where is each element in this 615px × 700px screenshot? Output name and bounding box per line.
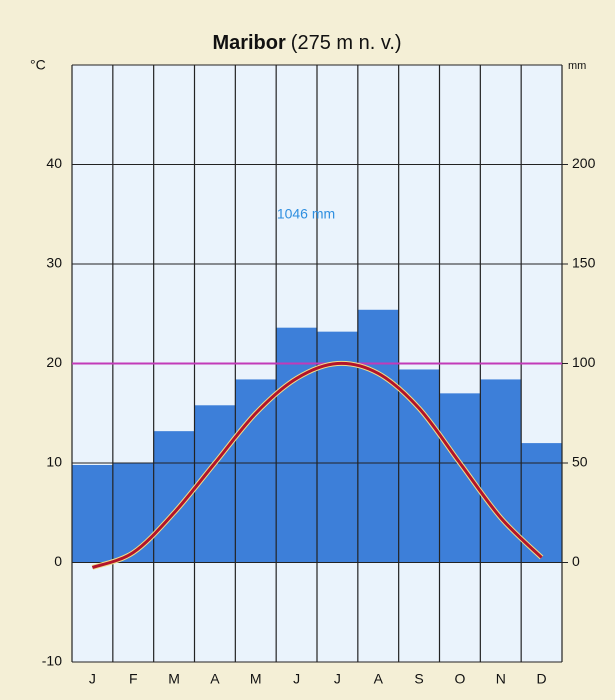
bar [317,331,358,563]
x-tick-label: A [210,671,220,687]
bar [72,464,113,563]
x-tick-label: J [334,671,341,687]
x-tick-label: S [414,671,423,687]
bar [398,369,440,563]
y2-axis-label: mm [568,60,586,72]
temperature-line [91,361,543,569]
y-tick-label: 10 [46,454,62,470]
bar [112,463,154,563]
y2-tick-label: 0 [572,553,580,569]
x-tick-label: J [89,671,96,687]
chart-title: Maribor (275 m n. v.) [212,32,401,54]
bar [357,309,399,563]
y-tick-label: 40 [46,155,62,171]
bar [276,327,317,563]
y2-tick-label: 100 [572,354,596,370]
x-tick-label: N [496,671,506,687]
bar [439,393,481,563]
x-tick-label: M [250,671,262,687]
y-tick-label: 0 [54,553,62,569]
y-tick-label: 30 [46,255,62,271]
y2-tick-label: 200 [572,155,596,171]
x-tick-label: A [374,671,384,687]
subtitle: (275 m n. v.) [291,32,402,54]
y2-tick-label: 150 [572,255,596,271]
y-axis-label: °C [30,57,46,73]
x-tick-label: O [454,671,465,687]
y2-tick-label: 50 [572,454,588,470]
annotation: 1046 mm [277,206,335,222]
x-tick-label: M [168,671,180,687]
x-tick-label: J [293,671,300,687]
y-tick-label: 20 [46,354,62,370]
x-tick-label: F [129,671,138,687]
y-tick-label: -10 [42,653,62,669]
title: Maribor [212,32,286,54]
bar [235,379,277,563]
x-tick-label: D [537,671,547,687]
